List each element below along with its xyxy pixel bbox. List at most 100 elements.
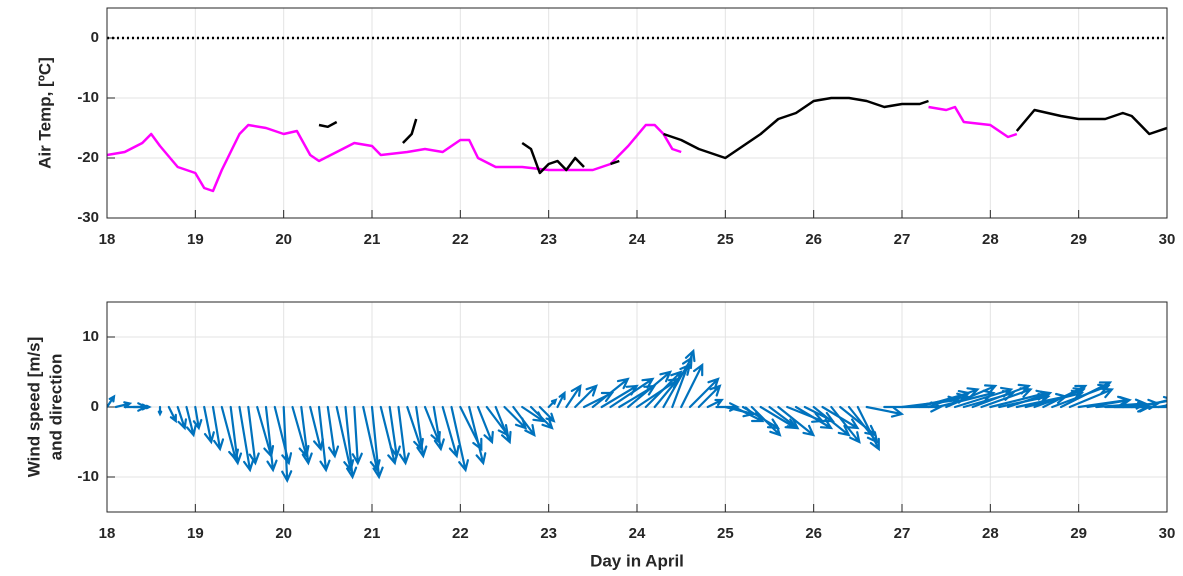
y-tick-label: 10 bbox=[82, 328, 99, 345]
wind-arrow bbox=[388, 405, 401, 459]
x-tick-label: 22 bbox=[452, 525, 469, 542]
wind-arrow bbox=[211, 405, 225, 452]
wind-arrow bbox=[1059, 381, 1113, 409]
wind-arrow bbox=[1042, 384, 1088, 409]
x-tick-label: 27 bbox=[894, 525, 911, 542]
wind-arrow bbox=[591, 377, 630, 409]
wind-arrow bbox=[706, 398, 724, 409]
axes-box bbox=[106, 301, 1168, 513]
y-axis-label: Air Temp, [ºC] bbox=[35, 57, 54, 169]
wind-arrow bbox=[432, 405, 445, 452]
wind-arrow bbox=[176, 405, 187, 431]
x-axis-label: Day in April bbox=[590, 551, 684, 570]
wind-arrow bbox=[750, 405, 782, 437]
x-tick-label: 24 bbox=[629, 525, 646, 542]
wind-arrow bbox=[192, 405, 203, 431]
wind-arrow bbox=[768, 405, 800, 430]
wind-arrow bbox=[980, 387, 1033, 409]
y-tick-label: 0 bbox=[91, 398, 99, 415]
wind-arrow bbox=[273, 405, 293, 466]
wind-arrow bbox=[476, 405, 494, 445]
y-tick-label: 0 bbox=[91, 29, 99, 46]
x-tick-label: 23 bbox=[540, 231, 557, 248]
wind-arrow bbox=[865, 405, 905, 418]
x-tick-label: 18 bbox=[99, 231, 116, 248]
wind-arrow bbox=[494, 405, 512, 445]
wind-arrow bbox=[812, 405, 851, 437]
y-tick-label: -30 bbox=[77, 209, 99, 226]
wind-arrow bbox=[1139, 399, 1167, 409]
wind-arrow bbox=[794, 405, 834, 430]
wind-arrow bbox=[415, 405, 428, 459]
wind-arrow bbox=[547, 398, 558, 409]
x-tick-label: 30 bbox=[1159, 231, 1176, 248]
x-tick-label: 22 bbox=[452, 231, 469, 248]
wind-arrow bbox=[1165, 405, 1167, 409]
wind-arrow bbox=[441, 405, 460, 459]
wind-arrow bbox=[609, 377, 655, 409]
data-line bbox=[107, 105, 1018, 193]
x-tick-label: 18 bbox=[99, 525, 116, 542]
axes: 18 19 20 21 22 23 24 25 26 27 28 29 30 -30 -20 -10 0 Air … bbox=[35, 7, 1176, 248]
wind-arrow bbox=[830, 405, 861, 444]
wind-arrow bbox=[856, 405, 880, 452]
wind-arrow bbox=[247, 405, 260, 466]
wind-arrow bbox=[167, 405, 177, 424]
x-tick-label: 26 bbox=[805, 231, 822, 248]
wind-arrow bbox=[300, 405, 313, 466]
x-tick-label: 21 bbox=[364, 231, 381, 248]
wind-arrow bbox=[157, 405, 163, 417]
wind-arrow bbox=[238, 405, 255, 473]
wind-arrow bbox=[574, 384, 598, 409]
wind-arrow bbox=[1157, 404, 1167, 409]
x-tick-label: 30 bbox=[1159, 525, 1176, 542]
wind-arrow bbox=[397, 405, 410, 466]
axes-box bbox=[106, 7, 1168, 219]
wind-arrow bbox=[281, 405, 293, 483]
x-tick-label: 25 bbox=[717, 525, 734, 542]
x-tick-label: 20 bbox=[275, 231, 292, 248]
wind-arrow bbox=[627, 370, 673, 409]
x-tick-label: 27 bbox=[894, 231, 911, 248]
x-tick-label: 26 bbox=[805, 525, 822, 542]
wind-arrow bbox=[317, 405, 331, 473]
x-tick-label: 19 bbox=[187, 231, 204, 248]
data-line bbox=[318, 96, 1167, 175]
wind-arrow bbox=[556, 390, 566, 409]
axes: 18 19 20 21 22 23 24 25 26 27 28 29 30 -10 0 10 Wind spe… bbox=[24, 301, 1176, 570]
wind-arrow bbox=[927, 387, 980, 409]
wind-arrow bbox=[370, 405, 384, 480]
wind-arrow bbox=[450, 405, 469, 473]
x-tick-label: 28 bbox=[982, 231, 999, 248]
wind-arrow bbox=[326, 405, 340, 459]
wind-arrow bbox=[1068, 387, 1115, 409]
x-tick-label: 23 bbox=[540, 525, 557, 542]
y-tick-label: -20 bbox=[77, 149, 99, 166]
x-tick-label: 25 bbox=[717, 231, 734, 248]
y-tick-label: -10 bbox=[77, 468, 99, 485]
x-tick-label: 29 bbox=[1070, 231, 1087, 248]
wind-arrow bbox=[203, 405, 215, 445]
wind-arrow bbox=[529, 405, 554, 430]
y-axis-label: Wind speed [m/s] bbox=[24, 337, 43, 478]
wind-arrow bbox=[688, 377, 720, 409]
plot-area bbox=[107, 36, 1167, 193]
y-axis-label: and direction bbox=[46, 354, 65, 461]
y-tick-label: -10 bbox=[77, 89, 99, 106]
wind-arrow bbox=[229, 405, 243, 466]
x-tick-label: 21 bbox=[364, 525, 381, 542]
wind-arrow bbox=[512, 405, 536, 437]
x-tick-label: 19 bbox=[187, 525, 204, 542]
wind-arrow bbox=[1006, 390, 1053, 409]
wind-arrow bbox=[344, 405, 358, 480]
wind-arrow bbox=[777, 405, 816, 437]
x-tick-label: 28 bbox=[982, 525, 999, 542]
wind-arrow bbox=[565, 383, 582, 409]
wind-arrow bbox=[680, 362, 704, 409]
wind-arrow bbox=[468, 405, 487, 466]
x-tick-label: 29 bbox=[1070, 525, 1087, 542]
wind-arrow bbox=[538, 405, 556, 423]
wind-arrow bbox=[351, 405, 363, 466]
